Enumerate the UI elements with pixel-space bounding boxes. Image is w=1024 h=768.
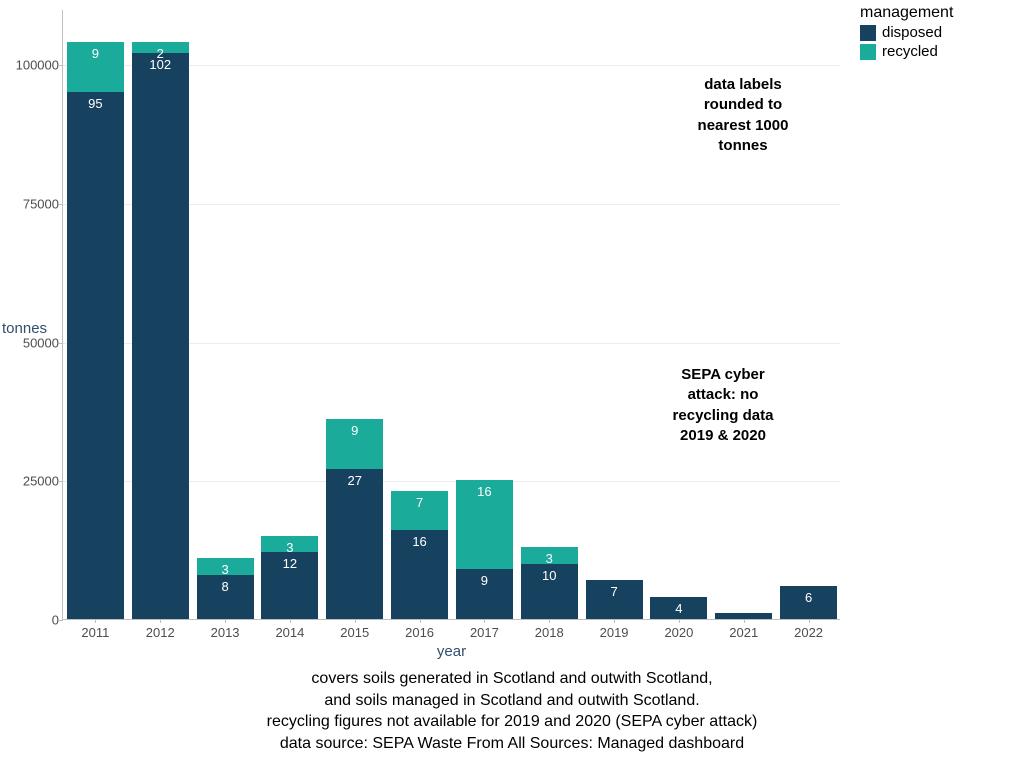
bar-value-label: 9 — [67, 46, 124, 61]
bar-value-label: 16 — [456, 484, 513, 499]
ytick-label: 0 — [52, 613, 59, 628]
ytick-mark — [59, 620, 63, 621]
legend-item-recycled: recycled — [860, 43, 953, 61]
caption: covers soils generated in Scotland and o… — [0, 668, 1024, 754]
bar-2016: 16 7 — [391, 491, 448, 619]
xtick-mark — [549, 619, 550, 623]
bar-segment-recycled: 7 — [391, 491, 448, 530]
bar-segment-recycled: 2 — [132, 42, 189, 53]
ytick-mark — [59, 343, 63, 344]
bar-value-label: 10 — [521, 568, 578, 583]
bar-value-label: 6 — [780, 590, 837, 605]
ytick-mark — [59, 65, 63, 66]
xtick-mark — [484, 619, 485, 623]
bar-value-label: 9 — [456, 573, 513, 588]
xtick-label: 2018 — [535, 625, 564, 640]
xtick-mark — [160, 619, 161, 623]
xtick-label: 2015 — [340, 625, 369, 640]
bar-value-label: 3 — [197, 562, 254, 577]
bar-segment-disposed: 10 — [521, 564, 578, 619]
legend-swatch-disposed — [860, 25, 876, 41]
bar-segment-disposed: 4 — [650, 597, 707, 619]
bar-value-label: 7 — [586, 584, 643, 599]
legend-label-disposed: disposed — [882, 24, 942, 42]
xtick-mark — [809, 619, 810, 623]
legend-title: management — [860, 4, 953, 22]
bar-value-label: 3 — [521, 551, 578, 566]
xtick-mark — [355, 619, 356, 623]
xtick-label: 2021 — [729, 625, 758, 640]
bar-value-label: 3 — [261, 540, 318, 555]
bar-segment-recycled: 3 — [261, 536, 318, 553]
legend-swatch-recycled — [860, 44, 876, 60]
bar-2011: 95 9 — [67, 42, 124, 619]
legend-item-disposed: disposed — [860, 24, 953, 42]
xtick-label: 2017 — [470, 625, 499, 640]
bar-value-label: 12 — [261, 556, 318, 571]
bar-2013: 83 — [197, 558, 254, 619]
xtick-mark — [95, 619, 96, 623]
plot-area: year 02500050000750001000002011959201210… — [62, 10, 840, 620]
bar-2019: 7 — [586, 580, 643, 619]
xtick-label: 2014 — [275, 625, 304, 640]
xtick-label: 2019 — [600, 625, 629, 640]
bar-segment-disposed: 95 — [67, 92, 124, 619]
bar-segment-disposed: 9 — [456, 569, 513, 619]
x-axis-title: year — [437, 643, 466, 660]
bar-segment-recycled: 3 — [521, 547, 578, 564]
note-cyberattack: SEPA cyberattack: norecycling data2019 &… — [673, 365, 774, 446]
bar-2018: 103 — [521, 547, 578, 619]
note-rounding: data labelsrounded tonearest 1000 tonnes — [695, 75, 792, 156]
bar-2015: 27 9 — [326, 419, 383, 619]
legend-label-recycled: recycled — [882, 43, 938, 61]
xtick-label: 2016 — [405, 625, 434, 640]
bar-segment-disposed — [715, 613, 772, 619]
bar-2017: 9 16 — [456, 480, 513, 619]
bar-segment-disposed: 6 — [780, 586, 837, 619]
ytick-label: 25000 — [23, 474, 59, 489]
bar-value-label: 95 — [67, 96, 124, 111]
bar-value-label: 16 — [391, 534, 448, 549]
chart-container: tonnes management disposed recycled year… — [0, 0, 1024, 768]
xtick-label: 2020 — [664, 625, 693, 640]
bar-value-label: 9 — [326, 423, 383, 438]
bar-value-label: 4 — [650, 601, 707, 616]
bar-value-label: 27 — [326, 473, 383, 488]
ytick-label: 75000 — [23, 197, 59, 212]
bar-segment-disposed: 8 — [197, 575, 254, 619]
xtick-mark — [420, 619, 421, 623]
bar-2022: 6 — [780, 586, 837, 619]
xtick-mark — [679, 619, 680, 623]
bar-segment-recycled: 9 — [326, 419, 383, 469]
xtick-mark — [225, 619, 226, 623]
xtick-label: 2012 — [146, 625, 175, 640]
bar-segment-disposed: 7 — [586, 580, 643, 619]
bar-segment-recycled: 9 — [67, 42, 124, 92]
bar-segment-disposed: 102 — [132, 53, 189, 619]
ytick-label: 50000 — [23, 335, 59, 350]
ytick-label: 100000 — [16, 58, 59, 73]
bar-segment-disposed: 12 — [261, 552, 318, 619]
bar-2012: 1022 — [132, 42, 189, 619]
xtick-mark — [744, 619, 745, 623]
bar-2014: 123 — [261, 536, 318, 619]
bar-segment-disposed: 16 — [391, 530, 448, 619]
bar-2021 — [715, 613, 772, 619]
xtick-mark — [290, 619, 291, 623]
legend: management disposed recycled — [860, 4, 953, 62]
xtick-mark — [614, 619, 615, 623]
ytick-mark — [59, 481, 63, 482]
bar-value-label: 2 — [132, 46, 189, 61]
xtick-label: 2022 — [794, 625, 823, 640]
bar-segment-recycled: 16 — [456, 480, 513, 569]
bar-2020: 4 — [650, 597, 707, 619]
bar-value-label: 7 — [391, 495, 448, 510]
bar-segment-disposed: 27 — [326, 469, 383, 619]
xtick-label: 2011 — [81, 625, 109, 640]
xtick-label: 2013 — [211, 625, 240, 640]
bar-segment-recycled: 3 — [197, 558, 254, 575]
bar-value-label: 8 — [197, 579, 254, 594]
ytick-mark — [59, 204, 63, 205]
